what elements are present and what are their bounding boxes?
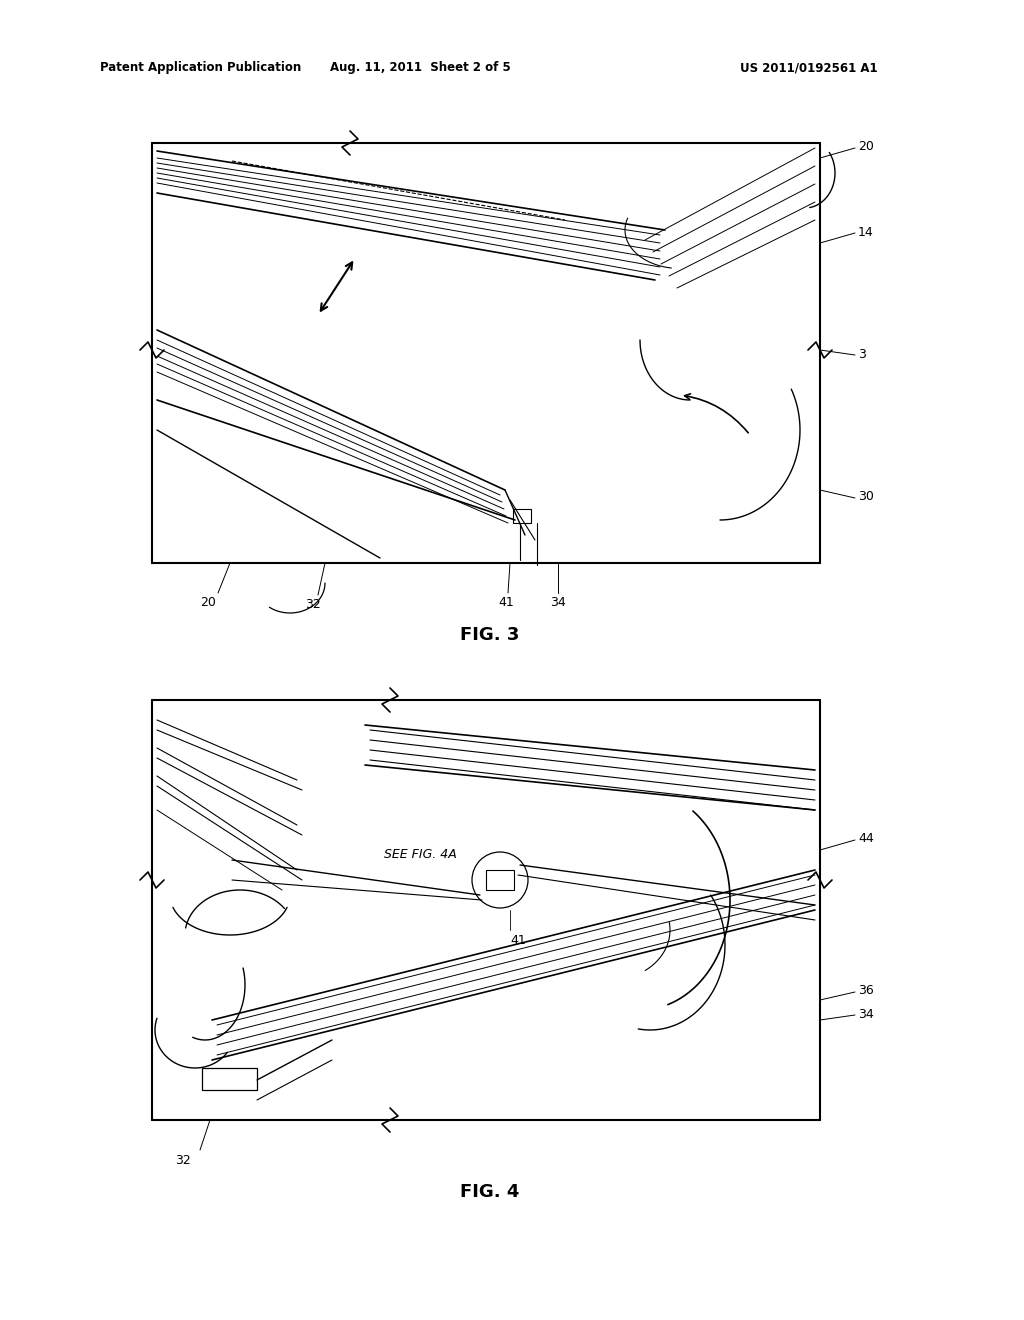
Text: Aug. 11, 2011  Sheet 2 of 5: Aug. 11, 2011 Sheet 2 of 5: [330, 62, 510, 74]
Text: 20: 20: [858, 140, 873, 153]
Text: 20: 20: [200, 597, 216, 610]
Text: 41: 41: [510, 933, 525, 946]
Text: 44: 44: [858, 833, 873, 846]
Text: 34: 34: [550, 597, 565, 610]
Text: 34: 34: [858, 1007, 873, 1020]
Circle shape: [472, 851, 528, 908]
Text: FIG. 3: FIG. 3: [461, 626, 520, 644]
Text: 41: 41: [498, 597, 514, 610]
Text: 32: 32: [175, 1154, 190, 1167]
Text: FIG. 4: FIG. 4: [461, 1183, 520, 1201]
Text: 30: 30: [858, 491, 873, 503]
Text: Patent Application Publication: Patent Application Publication: [100, 62, 301, 74]
Text: US 2011/0192561 A1: US 2011/0192561 A1: [740, 62, 878, 74]
Text: SEE FIG. 4A: SEE FIG. 4A: [384, 849, 457, 862]
Bar: [513, 510, 531, 523]
Bar: [486, 870, 514, 890]
Text: 3: 3: [858, 347, 866, 360]
Text: 32: 32: [305, 598, 321, 611]
Text: 36: 36: [858, 985, 873, 998]
Text: 14: 14: [858, 226, 873, 239]
Bar: [202, 1068, 257, 1090]
